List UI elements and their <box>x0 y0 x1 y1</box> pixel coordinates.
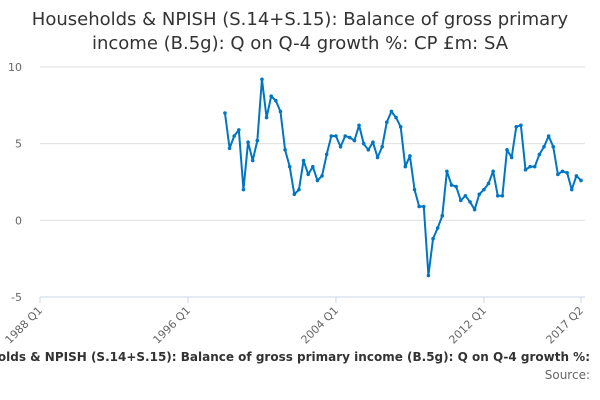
data-point <box>546 134 551 138</box>
data-point <box>297 187 301 192</box>
data-point <box>352 138 357 143</box>
y-tick-label: 0 <box>15 214 22 227</box>
data-point <box>537 152 542 157</box>
y-tick-label: -5 <box>11 291 22 304</box>
data-point <box>509 155 514 160</box>
data-point <box>348 135 352 140</box>
data-point <box>421 204 426 209</box>
data-point <box>283 148 287 152</box>
data-point <box>426 273 431 278</box>
data-point <box>250 158 255 163</box>
data-point <box>398 125 403 129</box>
data-point <box>560 169 565 174</box>
data-point <box>500 194 505 198</box>
data-point <box>324 152 329 157</box>
data-point <box>440 213 445 218</box>
data-point <box>260 77 264 82</box>
data-point <box>579 178 583 183</box>
data-point <box>528 164 532 169</box>
data-point <box>311 164 315 169</box>
data-point <box>551 144 556 149</box>
data-point <box>375 155 380 160</box>
chart-footer: Households & NPISH (S.14+S.15): Balance … <box>0 350 600 400</box>
data-point <box>366 148 371 152</box>
data-point <box>408 154 412 158</box>
data-point <box>417 204 421 209</box>
data-point <box>334 134 338 138</box>
data-point <box>380 144 384 149</box>
data-point <box>519 123 523 128</box>
data-point <box>389 109 394 114</box>
data-point <box>384 120 389 124</box>
data-point <box>569 187 574 192</box>
data-point <box>264 115 269 120</box>
data-point <box>338 144 343 149</box>
data-point <box>357 123 361 128</box>
data-point <box>495 194 500 198</box>
data-point <box>565 171 569 175</box>
data-point <box>227 146 232 151</box>
x-tick-label: 1988 Q1 <box>3 304 46 347</box>
series-label: Households & NPISH (S.14+S.15): Balance … <box>0 350 590 364</box>
x-tick-label: 2004 Q1 <box>299 304 342 347</box>
data-point <box>532 164 537 169</box>
y-tick-label: 5 <box>15 138 22 151</box>
data-point <box>278 109 283 114</box>
data-point <box>505 148 509 152</box>
data-point <box>449 183 454 187</box>
data-point <box>477 192 482 197</box>
data-point <box>255 138 260 143</box>
data-point <box>287 164 292 169</box>
data-point <box>361 141 366 146</box>
source-label: Source: <box>544 368 590 382</box>
data-point <box>445 169 449 174</box>
data-point <box>269 94 273 98</box>
chart-title: Households & NPISH (S.14+S.15): Balance … <box>31 9 569 54</box>
data-point <box>241 187 246 192</box>
y-tick-label: 10 <box>8 61 22 74</box>
data-point <box>371 140 375 144</box>
data-point <box>329 134 334 138</box>
data-point <box>232 134 237 138</box>
x-tick-label: 2012 Q1 <box>446 304 489 347</box>
data-point <box>343 134 347 138</box>
data-point <box>246 140 250 144</box>
data-point <box>482 187 486 192</box>
data-point <box>223 111 227 115</box>
data-point <box>556 172 560 177</box>
data-point <box>454 184 458 189</box>
x-tick-label: 1996 Q1 <box>151 304 194 347</box>
data-point <box>523 167 528 172</box>
data-point <box>514 125 519 129</box>
data-point <box>306 172 310 177</box>
data-point <box>468 200 472 204</box>
data-point <box>472 207 477 212</box>
data-point <box>320 174 324 178</box>
data-point <box>412 187 417 192</box>
data-point <box>458 198 463 203</box>
data-point <box>394 115 398 120</box>
data-point <box>463 194 468 198</box>
x-tick-label: 2017 Q2 <box>544 304 587 347</box>
data-point <box>574 174 579 178</box>
data-point <box>491 169 495 174</box>
series-line <box>223 78 582 277</box>
data-point <box>431 236 435 241</box>
data-point <box>486 181 491 186</box>
data-point <box>315 178 320 183</box>
data-point <box>274 98 278 103</box>
data-point <box>542 144 546 149</box>
data-point <box>292 192 297 197</box>
data-point <box>435 226 440 230</box>
data-point <box>301 158 306 163</box>
data-point <box>237 128 241 132</box>
data-point <box>403 164 408 169</box>
